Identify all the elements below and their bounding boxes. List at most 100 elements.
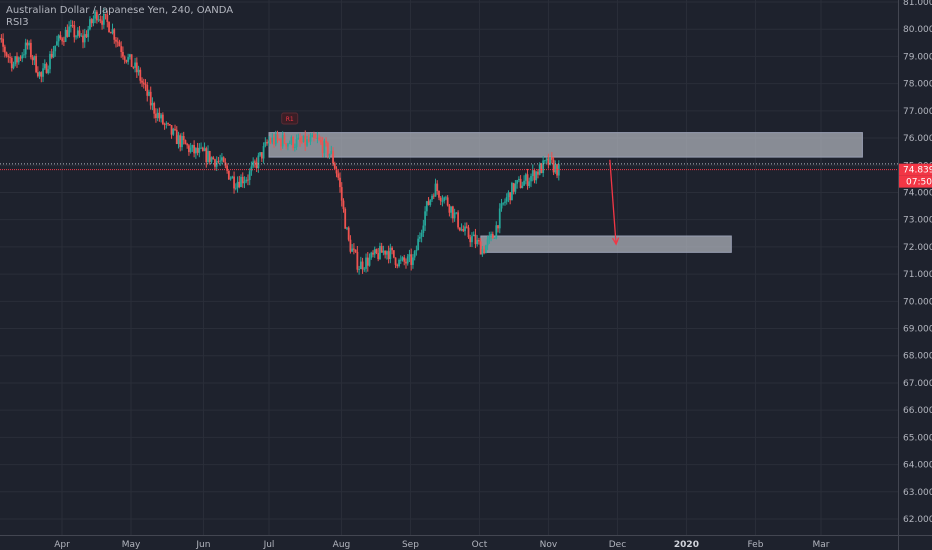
candle-body	[80, 35, 83, 37]
candle-body	[497, 225, 499, 229]
candle-body	[352, 248, 355, 250]
candle-body	[502, 202, 505, 204]
candle-body	[94, 11, 97, 19]
candle-body	[429, 199, 432, 205]
candle-body	[259, 152, 262, 156]
candle-body	[504, 201, 506, 203]
candle-body	[151, 103, 154, 106]
candle-body	[398, 259, 400, 267]
candle-body	[252, 161, 255, 167]
candle-body	[139, 69, 142, 81]
candle-body	[370, 252, 373, 258]
candle-body	[115, 39, 117, 42]
candle-body	[221, 157, 223, 161]
candle-body	[236, 181, 239, 188]
candle-body	[483, 248, 486, 254]
candle-body	[274, 134, 277, 145]
candle-body	[64, 29, 67, 42]
candle-body	[368, 257, 371, 266]
candle-body	[460, 229, 463, 231]
candle-body	[549, 157, 552, 165]
candle-body	[255, 162, 258, 169]
candle-body	[408, 254, 411, 257]
candle-body	[511, 183, 513, 201]
candle-body	[165, 123, 168, 125]
candle-body	[372, 252, 374, 255]
candle-body	[118, 42, 121, 47]
candle-body	[172, 128, 175, 135]
candle-body	[160, 114, 163, 119]
candle-body	[424, 211, 426, 226]
candle-body	[526, 174, 529, 187]
candle-body	[125, 60, 128, 62]
candle-body	[78, 30, 81, 36]
candle-body	[318, 137, 321, 140]
candle-body	[122, 52, 124, 57]
candle-body	[495, 225, 498, 239]
candle-body	[283, 135, 286, 144]
candle-body	[212, 157, 215, 160]
time-axis[interactable]: Apr May Jun Jul Aug Sep Oct Nov Dec 2020 Feb Mar	[54, 540, 830, 550]
candle-body	[471, 236, 473, 243]
candle-body	[9, 57, 11, 58]
zone-2	[480, 235, 732, 253]
candle-body	[42, 68, 44, 77]
candle-body	[328, 153, 331, 156]
candle-body	[420, 233, 423, 237]
candle-body	[413, 251, 416, 258]
time-tick-label: Jul	[263, 540, 275, 550]
candle-body	[29, 42, 32, 58]
candle-body	[434, 183, 437, 197]
candle-body	[179, 135, 182, 148]
candle-body	[399, 259, 402, 261]
candle-body	[509, 192, 512, 201]
candle-body	[521, 185, 524, 188]
candle-body	[161, 114, 164, 125]
price-axis[interactable]: 62.000 63.000 64.000 65.000 66.000 67.000 68.0…	[899, 0, 932, 525]
candle-body	[184, 140, 187, 145]
price-tick-label: 68.000	[903, 352, 932, 362]
candle-body	[203, 148, 206, 151]
candle-body	[2, 38, 5, 47]
price-tick-label: 81.000	[903, 0, 932, 8]
candle-body	[248, 171, 251, 180]
candle-body	[493, 238, 496, 239]
candle-body	[550, 157, 553, 160]
candle-body	[313, 134, 315, 138]
price-tick-label: 69.000	[903, 325, 932, 335]
candle-body	[427, 201, 430, 205]
candle-body	[31, 57, 34, 61]
candle-body	[24, 42, 27, 55]
candle-body	[267, 140, 270, 144]
candle-body	[377, 253, 380, 260]
candle-body	[490, 233, 492, 236]
candle-body	[250, 166, 253, 172]
candle-body	[153, 103, 156, 114]
candle-body	[544, 160, 546, 162]
time-tick-label: Sep	[402, 540, 419, 550]
indicator-label[interactable]: RSI3	[6, 17, 29, 28]
candle-body	[379, 245, 381, 260]
candle-body	[519, 178, 522, 188]
candle-body	[554, 164, 557, 173]
candle-body	[189, 147, 192, 153]
candle-body	[104, 13, 107, 15]
time-tick-label: Dec	[609, 540, 626, 550]
candle-body	[523, 180, 525, 186]
candle-body	[431, 195, 433, 200]
candle-body	[330, 150, 333, 154]
time-tick-label: Nov	[540, 540, 558, 550]
price-tick-label: 80.000	[903, 25, 932, 35]
candle-body	[243, 181, 246, 184]
symbol-title[interactable]: Australian Dollar / Japanese Yen, 240, O…	[6, 5, 234, 16]
candle-body	[245, 179, 248, 182]
candle-body	[116, 41, 119, 43]
candle-body	[127, 57, 130, 62]
candle-body	[167, 123, 169, 125]
candle-body	[359, 261, 362, 270]
price-tick-label: 70.000	[903, 297, 932, 307]
candle-body	[229, 178, 232, 180]
candle-body	[130, 54, 133, 67]
